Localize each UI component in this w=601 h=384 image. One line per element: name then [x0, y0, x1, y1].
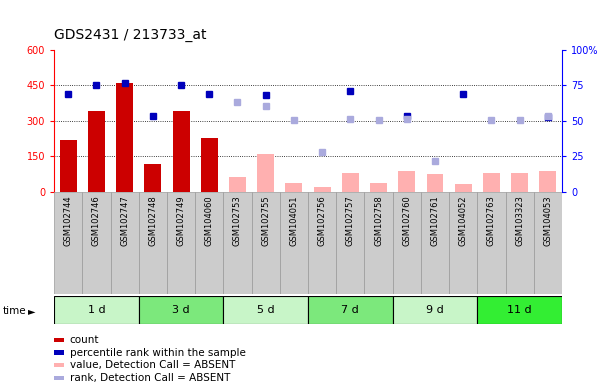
Text: 5 d: 5 d: [257, 305, 275, 315]
Text: 9 d: 9 d: [426, 305, 444, 315]
Bar: [392, 192, 421, 294]
Bar: [54, 192, 82, 294]
Bar: [195, 192, 224, 294]
Text: GSM102756: GSM102756: [317, 195, 326, 246]
Bar: [534, 192, 562, 294]
Text: GSM102753: GSM102753: [233, 195, 242, 246]
Bar: [364, 192, 392, 294]
Bar: [477, 192, 505, 294]
Bar: [59, 140, 77, 192]
Text: GSM104052: GSM104052: [459, 195, 468, 245]
Text: value, Detection Call = ABSENT: value, Detection Call = ABSENT: [70, 360, 235, 370]
Text: rank, Detection Call = ABSENT: rank, Detection Call = ABSENT: [70, 373, 230, 383]
Bar: [483, 173, 500, 192]
Text: ►: ►: [28, 306, 35, 316]
Text: GSM102749: GSM102749: [177, 195, 186, 246]
Bar: [314, 187, 331, 192]
Bar: [336, 192, 364, 294]
Text: GSM102761: GSM102761: [430, 195, 439, 246]
Text: GSM103323: GSM103323: [515, 195, 524, 246]
Text: GSM104060: GSM104060: [205, 195, 214, 246]
Text: GSM104053: GSM104053: [543, 195, 552, 246]
Text: percentile rank within the sample: percentile rank within the sample: [70, 348, 246, 358]
Bar: [229, 177, 246, 192]
Bar: [139, 192, 167, 294]
Bar: [257, 154, 274, 192]
Bar: [539, 171, 557, 192]
Text: GSM102760: GSM102760: [402, 195, 411, 246]
Text: GSM102757: GSM102757: [346, 195, 355, 246]
Bar: [370, 182, 387, 192]
Bar: [116, 83, 133, 192]
Text: GSM102755: GSM102755: [261, 195, 270, 246]
Text: GDS2431 / 213733_at: GDS2431 / 213733_at: [54, 28, 207, 42]
Bar: [82, 192, 111, 294]
Text: GSM104051: GSM104051: [290, 195, 299, 245]
Bar: [144, 164, 161, 192]
Text: GSM102746: GSM102746: [92, 195, 101, 246]
Bar: [285, 182, 302, 192]
Text: time: time: [3, 306, 26, 316]
Bar: [398, 171, 415, 192]
Bar: [252, 192, 280, 294]
Bar: [201, 137, 218, 192]
Bar: [224, 296, 308, 324]
Text: GSM102758: GSM102758: [374, 195, 383, 246]
Text: GSM102748: GSM102748: [148, 195, 157, 246]
Bar: [455, 184, 472, 192]
Bar: [224, 192, 252, 294]
Text: 3 d: 3 d: [172, 305, 190, 315]
Bar: [88, 111, 105, 192]
Text: GSM102744: GSM102744: [64, 195, 73, 246]
Text: GSM102747: GSM102747: [120, 195, 129, 246]
Bar: [167, 192, 195, 294]
Bar: [308, 296, 392, 324]
Text: GSM102763: GSM102763: [487, 195, 496, 246]
Text: 11 d: 11 d: [507, 305, 532, 315]
Bar: [505, 192, 534, 294]
Bar: [308, 192, 336, 294]
Bar: [421, 192, 449, 294]
Bar: [427, 174, 444, 192]
Bar: [392, 296, 477, 324]
Bar: [111, 192, 139, 294]
Text: count: count: [70, 335, 99, 345]
Text: 1 d: 1 d: [88, 305, 105, 315]
Text: 7 d: 7 d: [341, 305, 359, 315]
Bar: [280, 192, 308, 294]
Bar: [54, 296, 139, 324]
Bar: [477, 296, 562, 324]
Bar: [511, 173, 528, 192]
Bar: [172, 111, 189, 192]
Bar: [139, 296, 224, 324]
Bar: [342, 173, 359, 192]
Bar: [449, 192, 477, 294]
